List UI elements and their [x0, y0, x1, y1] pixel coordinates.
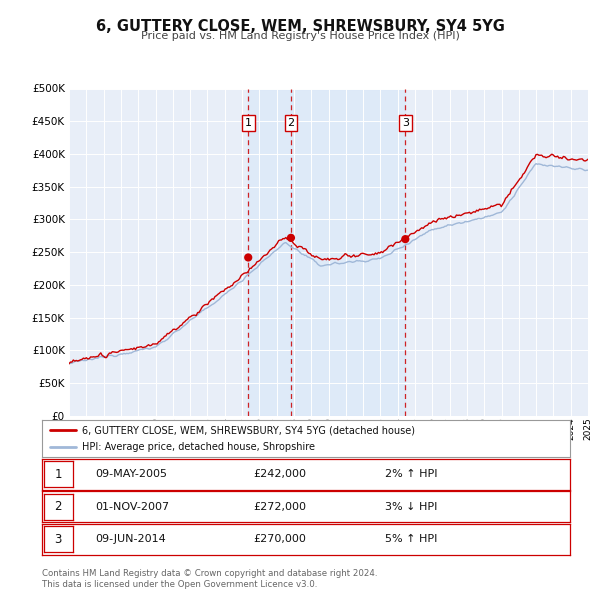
Point [244, 253, 253, 262]
Text: 2% ↑ HPI: 2% ↑ HPI [385, 470, 438, 479]
Text: 09-MAY-2005: 09-MAY-2005 [95, 470, 167, 479]
Text: 2: 2 [287, 118, 295, 128]
Text: Contains HM Land Registry data © Crown copyright and database right 2024.
This d: Contains HM Land Registry data © Crown c… [42, 569, 377, 589]
Bar [291, 88, 406, 416]
Text: £242,000: £242,000 [253, 470, 306, 479]
Text: Price paid vs. HM Land Registry's House Price Index (HPI): Price paid vs. HM Land Registry's House … [140, 31, 460, 41]
Text: 1: 1 [55, 468, 62, 481]
Point [286, 233, 296, 242]
Text: 3: 3 [402, 118, 409, 128]
Text: 01-NOV-2007: 01-NOV-2007 [95, 502, 169, 512]
Text: 6, GUTTERY CLOSE, WEM, SHREWSBURY, SY4 5YG: 6, GUTTERY CLOSE, WEM, SHREWSBURY, SY4 5… [95, 19, 505, 34]
Text: 2: 2 [55, 500, 62, 513]
Text: 3% ↓ HPI: 3% ↓ HPI [385, 502, 437, 512]
Point [401, 234, 410, 244]
Text: £270,000: £270,000 [253, 535, 306, 544]
Text: 1: 1 [245, 118, 252, 128]
Text: 09-JUN-2014: 09-JUN-2014 [95, 535, 166, 544]
Text: HPI: Average price, detached house, Shropshire: HPI: Average price, detached house, Shro… [82, 442, 314, 452]
Text: 5% ↑ HPI: 5% ↑ HPI [385, 535, 437, 544]
Text: £272,000: £272,000 [253, 502, 306, 512]
Text: 3: 3 [55, 533, 62, 546]
Text: 6, GUTTERY CLOSE, WEM, SHREWSBURY, SY4 5YG (detached house): 6, GUTTERY CLOSE, WEM, SHREWSBURY, SY4 5… [82, 425, 415, 435]
Bar [248, 88, 291, 416]
